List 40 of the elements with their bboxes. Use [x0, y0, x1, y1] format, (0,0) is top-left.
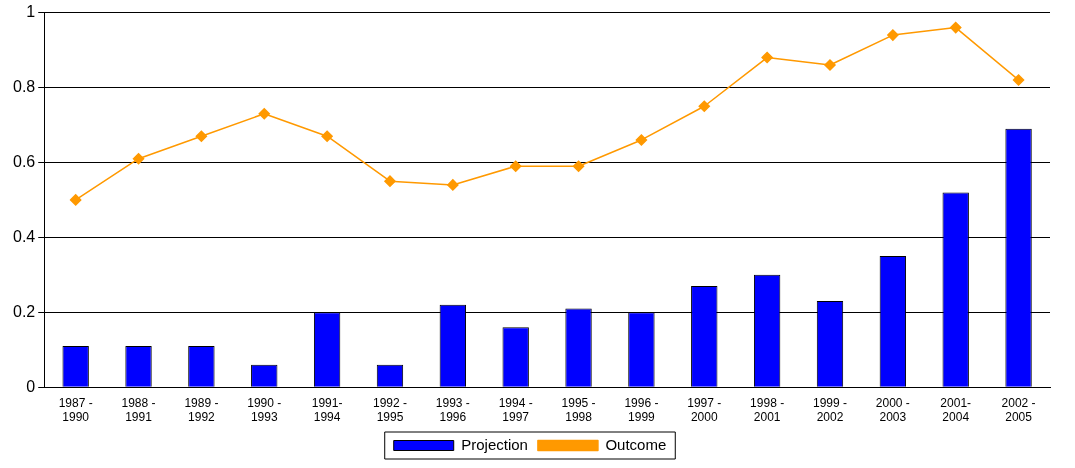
- point: [195, 130, 208, 142]
- point: [509, 160, 522, 172]
- point: [69, 194, 82, 206]
- x-tick-label: 1993 - 1996: [435, 395, 470, 425]
- point: [572, 160, 585, 172]
- x-tick-label: 1992 - 1995: [372, 395, 407, 425]
- y-tick-label: 1: [26, 3, 36, 21]
- y-tick-label: 0.4: [12, 227, 36, 245]
- point: [132, 152, 145, 165]
- point: [824, 59, 836, 71]
- x-tick-label: 1989 - 1992: [184, 395, 219, 425]
- point: [384, 175, 396, 187]
- point: [321, 130, 333, 142]
- y-tick-label: 0: [26, 377, 36, 395]
- x-tick-label: 1988 - 1991: [121, 395, 156, 425]
- point: [635, 134, 648, 146]
- x-tick-label: 1998 - 2001: [750, 395, 785, 425]
- y-tick-label: 0.8: [12, 77, 36, 95]
- point: [761, 51, 773, 64]
- x-tick-label: 1995 - 1998: [561, 395, 596, 425]
- point: [887, 29, 899, 41]
- point: [258, 107, 270, 120]
- legend-label: Outcome: [605, 435, 667, 453]
- x-tick-label: 1987 - 1990: [58, 395, 93, 425]
- x-tick-label: 1990 - 1993: [247, 395, 282, 425]
- x-tick-label: 1994 - 1997: [498, 395, 533, 425]
- point: [949, 21, 962, 34]
- x-tick-label: 1997 - 2000: [687, 395, 722, 425]
- y-tick-label: 0.2: [12, 302, 36, 320]
- x-tick-label: 1999 - 2002: [812, 395, 848, 425]
- point: [1012, 74, 1025, 86]
- x-tick-label: 1991- 1994: [311, 395, 343, 425]
- legend-label: Projection: [461, 435, 528, 453]
- point: [447, 179, 459, 191]
- x-tick-label: 2000 - 2003: [875, 395, 910, 425]
- y-tick-label: 0.6: [12, 152, 36, 170]
- x-tick-label: 1996 - 1999: [624, 395, 659, 425]
- x-tick-label: 2001- 2004: [940, 395, 972, 425]
- point: [698, 100, 711, 112]
- x-tick-label: 2002 - 2005: [1001, 395, 1036, 425]
